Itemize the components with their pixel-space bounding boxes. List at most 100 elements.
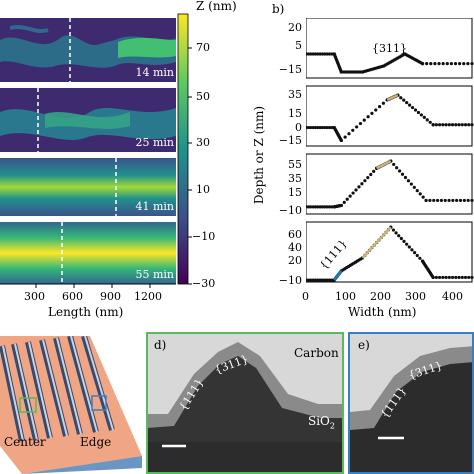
profile-point [403, 175, 408, 180]
y-tick-label: −15 [278, 62, 302, 76]
y-tick-label: 35 [288, 172, 302, 185]
profile-point [410, 248, 414, 252]
profile-point [467, 275, 471, 280]
panel-e-label: e) [358, 338, 370, 352]
profile-point [318, 205, 322, 209]
profile-point [425, 62, 429, 66]
profile-point [406, 179, 411, 183]
profile-point [408, 103, 412, 107]
height-map-41min [0, 158, 176, 216]
y-tick-label: 15 [288, 186, 302, 200]
profile-point [394, 231, 398, 235]
profile-point [343, 135, 347, 139]
profile-point [438, 275, 442, 280]
profile-point [330, 205, 334, 209]
profile-point [451, 198, 455, 203]
profile-point [351, 191, 355, 195]
subplot-frame [306, 221, 473, 283]
profile-point [418, 256, 422, 260]
x-axis-label: Width (nm) [348, 305, 417, 319]
profile-point [460, 275, 464, 280]
profile-point [323, 125, 327, 130]
profile-point [316, 278, 320, 282]
profile-point [320, 205, 325, 209]
profile-point [435, 198, 440, 203]
panel-d-tem: d) Carbon SiO2 {311} {111} [146, 332, 344, 474]
profile-point [327, 125, 332, 130]
profile-point [422, 115, 426, 119]
profile-point [462, 62, 466, 66]
facet-311-line [361, 226, 392, 259]
profile-point [400, 172, 405, 176]
colorbar-tick: 70 [196, 41, 210, 54]
profile-point [438, 123, 442, 127]
subplot-frame [306, 153, 473, 215]
profile-point [405, 101, 409, 105]
colorbar-tick: 10 [196, 183, 210, 196]
profile-point [309, 278, 313, 282]
profile-point [392, 162, 396, 167]
profile-point [330, 52, 334, 56]
profile-point [309, 125, 313, 130]
profile-point [424, 198, 428, 203]
profile-point [432, 198, 436, 203]
profile-point [342, 200, 346, 204]
profile-point [397, 234, 401, 238]
profile-point [370, 111, 374, 115]
y-tick-label: 15 [288, 106, 302, 120]
profile-point [348, 194, 352, 198]
profile-point [407, 245, 411, 249]
profile-point [402, 98, 406, 102]
facet-311-line [376, 160, 392, 170]
profile-point [311, 278, 315, 282]
profile-point [441, 62, 445, 66]
profile-point [366, 175, 370, 180]
profile-point [444, 123, 448, 127]
profile-point [457, 123, 461, 127]
profile-point [306, 52, 310, 56]
profile-point [316, 125, 320, 130]
profile-point [466, 62, 470, 66]
x-tick-label: 1200 [134, 290, 162, 303]
map-time-label: 55 min [135, 268, 174, 281]
colorbar-tick: −30 [192, 277, 216, 290]
profile-point [306, 278, 310, 282]
profile-point [311, 125, 315, 130]
profile-point [447, 123, 451, 127]
panel-a-maps [0, 13, 192, 288]
profile-point [447, 198, 451, 203]
profile-point [441, 275, 445, 280]
edge-box [91, 395, 107, 411]
profile-point [320, 52, 325, 56]
profile-point [372, 169, 376, 173]
edge-label: Edge [80, 435, 112, 449]
profile-point [311, 205, 315, 209]
profile-point [450, 123, 455, 127]
y-tick-label: 55 [288, 157, 302, 171]
profile-point [323, 205, 327, 209]
profile-point [377, 105, 382, 109]
profile-point [418, 192, 422, 196]
profile-point [405, 242, 409, 246]
profile-point [309, 52, 313, 56]
center-label: Center [4, 435, 46, 449]
profile-point [444, 275, 448, 280]
y-tick-label: 0 [295, 120, 302, 134]
profile-point [325, 205, 329, 209]
colorbar-tick: 30 [196, 136, 210, 149]
profile-point [463, 275, 468, 280]
profile-point [362, 118, 366, 122]
profile-point [345, 197, 349, 201]
profile-point [462, 198, 466, 203]
profile-point [420, 62, 425, 66]
profile-point [470, 275, 474, 280]
profile-point [447, 275, 451, 280]
height-map-25min [0, 88, 176, 152]
profile-point [330, 125, 334, 130]
colorbar-tick: 50 [196, 90, 210, 103]
trench-schematic [0, 336, 142, 474]
y-axis-label: Depth or Z (nm) [252, 105, 266, 205]
y-tick-label: 40 [288, 241, 302, 255]
profile-point [325, 125, 329, 130]
profile-point [433, 62, 437, 66]
